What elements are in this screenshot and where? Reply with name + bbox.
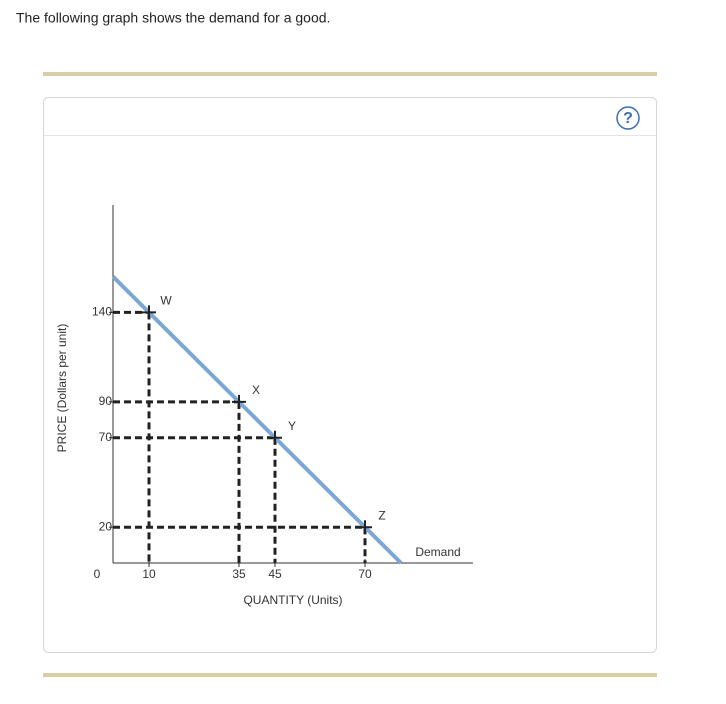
x-tick-label: 10	[142, 567, 156, 581]
intro-text: The following graph shows the demand for…	[16, 10, 330, 26]
point-label: Y	[288, 419, 296, 433]
y-tick-label: 70	[99, 430, 113, 444]
graph-panel	[43, 97, 657, 653]
help-button[interactable]: ?	[616, 106, 640, 130]
y-tick-label: 140	[92, 305, 112, 319]
x-tick-label: 45	[268, 567, 282, 581]
y-tick-label: 90	[99, 394, 113, 408]
x-tick-label: 35	[232, 567, 246, 581]
point-label: X	[252, 383, 260, 397]
x-tick-label: 0	[94, 567, 101, 581]
point-marker	[358, 520, 372, 535]
y-tick-label: 20	[99, 519, 113, 533]
y-axis-label: PRICE (Dollars per unit)	[55, 324, 69, 453]
legend-label: Demand	[415, 545, 460, 559]
x-tick-label: 70	[358, 567, 372, 581]
help-circle[interactable]	[616, 106, 640, 130]
point-marker	[232, 394, 246, 409]
point-marker	[268, 430, 282, 445]
point-marker	[142, 305, 156, 320]
x-axis-label: QUANTITY (Units)	[243, 593, 342, 607]
point-label: W	[160, 294, 172, 308]
help-icon[interactable]: ?	[623, 110, 633, 127]
point-label: Z	[378, 508, 385, 522]
demand-line	[111, 275, 403, 565]
